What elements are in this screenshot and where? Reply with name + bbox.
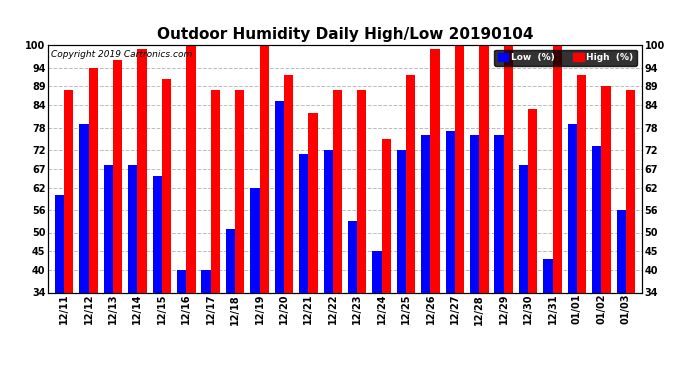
Text: Copyright 2019 Cartronics.com: Copyright 2019 Cartronics.com — [51, 50, 193, 59]
Bar — [64, 90, 73, 375]
Bar — [162, 79, 171, 375]
Bar — [113, 60, 122, 375]
Bar — [55, 195, 64, 375]
Bar — [201, 270, 210, 375]
Bar — [104, 165, 113, 375]
Bar — [373, 251, 382, 375]
Bar — [79, 124, 88, 375]
Bar — [259, 45, 269, 375]
Bar — [519, 165, 528, 375]
Bar — [177, 270, 186, 375]
Bar — [348, 221, 357, 375]
Bar — [504, 45, 513, 375]
Bar — [299, 154, 308, 375]
Bar — [210, 90, 220, 375]
Bar — [431, 49, 440, 375]
Bar — [528, 109, 538, 375]
Bar — [275, 101, 284, 375]
Bar — [284, 75, 293, 375]
Bar — [553, 45, 562, 375]
Bar — [495, 135, 504, 375]
Bar — [308, 112, 317, 375]
Bar — [577, 75, 586, 375]
Bar — [382, 139, 391, 375]
Bar — [617, 210, 626, 375]
Bar — [406, 75, 415, 375]
Bar — [88, 68, 98, 375]
Bar — [470, 135, 480, 375]
Bar — [235, 90, 244, 375]
Bar — [186, 45, 195, 375]
Bar — [226, 229, 235, 375]
Bar — [324, 150, 333, 375]
Bar — [137, 49, 147, 375]
Bar — [152, 176, 162, 375]
Bar — [602, 86, 611, 375]
Title: Outdoor Humidity Daily High/Low 20190104: Outdoor Humidity Daily High/Low 20190104 — [157, 27, 533, 42]
Bar — [128, 165, 137, 375]
Bar — [333, 90, 342, 375]
Bar — [568, 124, 577, 375]
Bar — [250, 188, 259, 375]
Legend: Low  (%), High  (%): Low (%), High (%) — [494, 50, 637, 66]
Bar — [626, 90, 635, 375]
Bar — [357, 90, 366, 375]
Bar — [397, 150, 406, 375]
Bar — [421, 135, 431, 375]
Bar — [455, 45, 464, 375]
Bar — [592, 146, 602, 375]
Bar — [543, 259, 553, 375]
Bar — [446, 131, 455, 375]
Bar — [480, 45, 489, 375]
